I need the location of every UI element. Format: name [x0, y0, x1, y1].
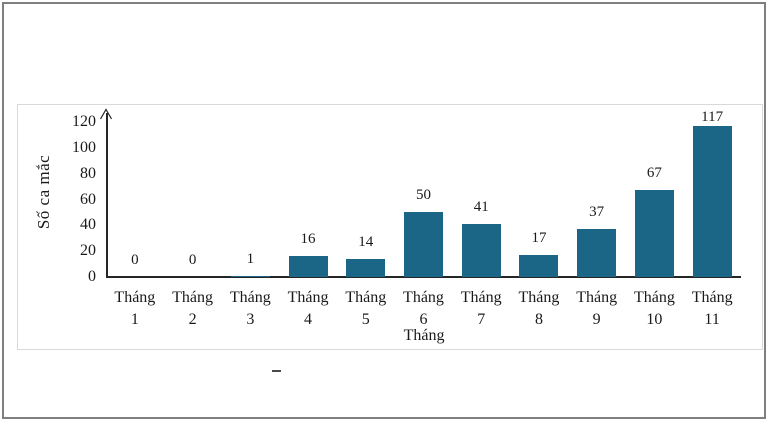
- value-label: 37: [589, 204, 605, 221]
- bar-tháng-4: [288, 256, 328, 277]
- x-tick-label-line: Tháng: [633, 289, 675, 306]
- x-tick-label-line: Tháng: [114, 289, 156, 306]
- value-label: 16: [300, 231, 316, 248]
- bar-tháng-10: [634, 190, 674, 277]
- x-tick-label-line: Tháng: [229, 289, 271, 306]
- x-tick-label: Tháng 10: [626, 287, 684, 331]
- value-label: 50: [416, 187, 431, 204]
- x-tick-label-line: 4: [304, 311, 313, 328]
- x-tick-label: Tháng 2: [164, 287, 222, 331]
- x-tick-label-line: 1: [130, 311, 139, 328]
- y-tick-label: 0: [88, 268, 96, 285]
- value-label: 1: [246, 250, 255, 267]
- bar-tháng-6: [404, 212, 443, 277]
- bar-tháng-11: [692, 125, 732, 277]
- x-tick-label-line: 9: [592, 311, 601, 328]
- x-tick-label-line: 5: [361, 311, 370, 328]
- x-tick-label: Tháng 11: [683, 287, 741, 331]
- bar-tháng-8: [519, 255, 559, 277]
- x-tick-label-line: 6: [419, 311, 428, 328]
- x-tick-label-line: Tháng: [576, 289, 618, 306]
- value-label: 14: [358, 233, 374, 250]
- value-label: 67: [646, 165, 662, 182]
- y-tick-label: 80: [80, 164, 96, 182]
- x-tick-label: Tháng 1: [106, 287, 164, 331]
- x-tick-label-line: Tháng: [691, 289, 733, 306]
- bar-tháng-9: [577, 229, 617, 277]
- x-tick-label-line: Tháng: [403, 289, 444, 306]
- x-tick-label-line: 7: [477, 311, 486, 328]
- y-tick-label: 20: [80, 242, 96, 260]
- x-tick-label-line: 10: [646, 311, 663, 328]
- x-tick-label-line: Tháng: [460, 289, 502, 306]
- bar-tháng-7: [461, 224, 501, 277]
- bar-tháng-5: [346, 258, 386, 277]
- x-tick-label-line: Tháng: [287, 289, 329, 306]
- bar-tháng-3: [230, 275, 270, 277]
- y-axis-arrow-icon: [99, 108, 113, 120]
- x-tick-label: Tháng 8: [510, 287, 568, 331]
- x-tick-label-line: 11: [704, 311, 720, 328]
- x-axis-title: Tháng: [403, 327, 445, 344]
- x-tick-label-line: 2: [188, 311, 197, 328]
- figure-border: [2, 2, 766, 419]
- x-tick-label: Tháng 9: [568, 287, 626, 331]
- value-label: 41: [473, 199, 489, 216]
- stray-dash: [272, 370, 281, 372]
- x-tick-label-line: Tháng: [345, 289, 387, 306]
- x-tick-label: Tháng 5: [337, 287, 395, 331]
- y-tick-label: 40: [80, 216, 96, 234]
- value-label: 117: [701, 109, 724, 125]
- y-tick-label: 120: [72, 113, 96, 130]
- y-axis-line: [106, 113, 108, 277]
- x-tick-label: Tháng 7: [452, 287, 510, 331]
- x-tick-label-line: Tháng: [518, 289, 560, 306]
- y-tick-label: 100: [72, 138, 96, 156]
- x-tick-label: Tháng 3: [221, 287, 279, 331]
- x-tick-label: Tháng 6: [395, 287, 453, 331]
- value-label: 0: [188, 252, 197, 268]
- x-tick-label: Tháng 4: [279, 287, 337, 331]
- x-tick-label-line: 8: [534, 311, 543, 328]
- y-tick-label: 60: [80, 190, 96, 208]
- value-label: 0: [131, 252, 139, 268]
- x-tick-label-line: Tháng: [172, 289, 214, 306]
- x-tick-label-line: 3: [246, 311, 255, 328]
- value-label: 17: [531, 230, 547, 247]
